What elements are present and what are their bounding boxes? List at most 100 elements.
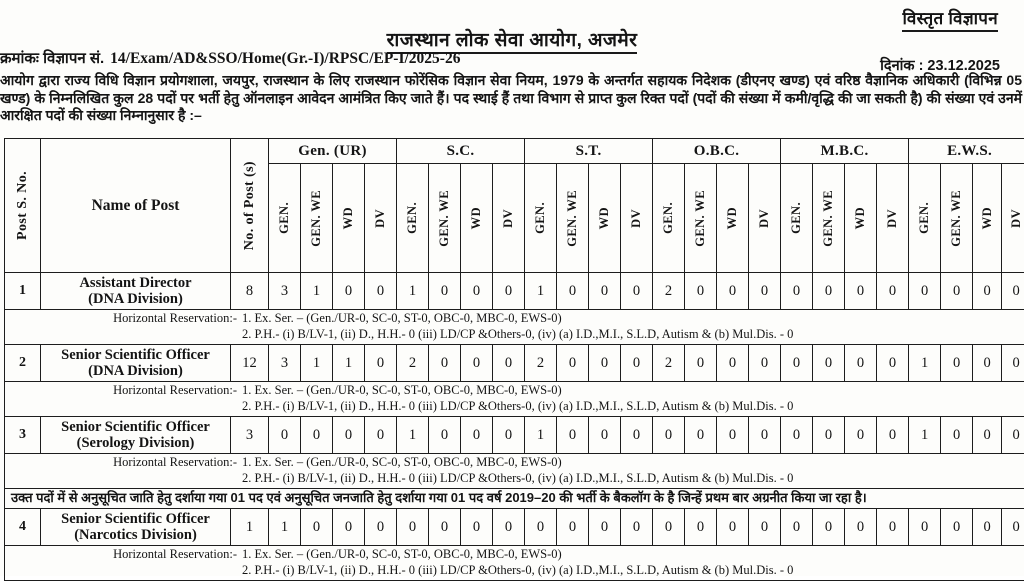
- subheader-mbc-wd: WD: [845, 164, 877, 273]
- cell-obc-wd: 0: [717, 417, 749, 454]
- cell-sc-dv: 0: [493, 417, 525, 454]
- subheader-sc-dv: DV: [493, 164, 525, 273]
- row-total-posts: 12: [231, 345, 269, 382]
- cell-ews-wd: 0: [973, 509, 1002, 546]
- cell-sc-dv: 0: [493, 273, 525, 310]
- subheader-obc-dv: DV: [749, 164, 781, 273]
- header-group-st: S.T.: [525, 139, 653, 164]
- row-sno: 4: [5, 509, 41, 546]
- row-post-name: Senior Scientific Officer (DNA Division): [41, 345, 231, 382]
- post-name-line2: (DNA Division): [41, 363, 230, 379]
- cell-st-gen: 0: [525, 509, 557, 546]
- subheader-ews-gen: GEN.: [909, 164, 941, 273]
- horizontal-reservation-cell: Horizontal Reservation:-1. Ex. Ser. – (G…: [5, 382, 1024, 417]
- cell-gen-ur-genwe: 1: [301, 273, 333, 310]
- cell-sc-wd: 0: [461, 273, 493, 310]
- vacancy-table: Post S. No. Name of Post No. of Post (s)…: [4, 138, 1024, 581]
- cell-gen-ur-wd: 0: [333, 417, 365, 454]
- cell-st-dv: 0: [621, 417, 653, 454]
- cell-gen-ur-genwe: 1: [301, 345, 333, 382]
- cell-obc-gen: 2: [653, 273, 685, 310]
- cell-ews-genwe: 0: [941, 509, 973, 546]
- cell-obc-genwe: 0: [685, 345, 717, 382]
- row-total-posts: 1: [231, 509, 269, 546]
- cell-obc-genwe: 0: [685, 417, 717, 454]
- subheader-sc-genwe: GEN. WE: [429, 164, 461, 273]
- cell-ews-gen: 1: [909, 345, 941, 382]
- horizontal-reservation-row: Horizontal Reservation:-1. Ex. Ser. – (G…: [5, 454, 1024, 489]
- horizontal-reservation-row: Horizontal Reservation:-1. Ex. Ser. – (G…: [5, 382, 1024, 417]
- header-no-of-posts: No. of Post (s): [231, 139, 269, 273]
- cell-obc-wd: 0: [717, 509, 749, 546]
- post-name-line1: Senior Scientific Officer: [41, 511, 230, 527]
- cell-gen-ur-dv: 0: [365, 273, 397, 310]
- cell-mbc-dv: 0: [877, 417, 909, 454]
- post-name-line2: (Narcotics Division): [41, 527, 230, 543]
- subheader-st-genwe: GEN. WE: [557, 164, 589, 273]
- cell-mbc-dv: 0: [877, 273, 909, 310]
- subheader-gen-ur-wd: WD: [333, 164, 365, 273]
- cell-sc-genwe: 0: [429, 273, 461, 310]
- cell-ews-gen: 1: [909, 417, 941, 454]
- post-name-line2: (DNA Division): [41, 291, 230, 307]
- subheader-obc-wd: WD: [717, 164, 749, 273]
- table-row: 4 Senior Scientific Officer (Narcotics D…: [5, 509, 1024, 546]
- cell-st-dv: 0: [621, 509, 653, 546]
- cell-obc-genwe: 0: [685, 273, 717, 310]
- table-row: 1 Assistant Director (DNA Division) 8 3 …: [5, 273, 1024, 310]
- subheader-gen-ur-genwe: GEN. WE: [301, 164, 333, 273]
- cell-ews-dv: 0: [1002, 417, 1024, 454]
- cell-st-genwe: 0: [557, 417, 589, 454]
- subheader-st-gen: GEN.: [525, 164, 557, 273]
- cell-mbc-dv: 0: [877, 509, 909, 546]
- hr-label: Horizontal Reservation:-: [5, 310, 242, 326]
- cell-mbc-gen: 0: [781, 345, 813, 382]
- cell-sc-dv: 0: [493, 345, 525, 382]
- table-header-group-row: Post S. No. Name of Post No. of Post (s)…: [5, 139, 1024, 164]
- hr-label: Horizontal Reservation:-: [5, 454, 242, 470]
- cell-mbc-gen: 0: [781, 417, 813, 454]
- cell-mbc-genwe: 0: [813, 273, 845, 310]
- backlog-note-cell: उक्त पदों में से अनुसूचित जाति हेतु दर्श…: [5, 489, 1024, 509]
- cell-st-wd: 0: [589, 273, 621, 310]
- row-post-name: Assistant Director (DNA Division): [41, 273, 231, 310]
- cell-st-dv: 0: [621, 273, 653, 310]
- cell-gen-ur-genwe: 0: [301, 509, 333, 546]
- cell-ews-gen: 0: [909, 273, 941, 310]
- cell-mbc-gen: 0: [781, 509, 813, 546]
- cell-gen-ur-gen: 3: [269, 273, 301, 310]
- hr-line-1: 1. Ex. Ser. – (Gen./UR-0, SC-0, ST-0, OB…: [242, 311, 562, 325]
- row-post-name: Senior Scientific Officer (Serology Divi…: [41, 417, 231, 454]
- backlog-note-row: उक्त पदों में से अनुसूचित जाति हेतु दर्श…: [5, 489, 1024, 509]
- cell-gen-ur-gen: 1: [269, 509, 301, 546]
- cell-obc-wd: 0: [717, 345, 749, 382]
- cell-ews-wd: 0: [973, 345, 1002, 382]
- cell-sc-genwe: 0: [429, 509, 461, 546]
- cell-obc-dv: 0: [749, 417, 781, 454]
- cell-sc-genwe: 0: [429, 417, 461, 454]
- row-sno: 1: [5, 273, 41, 310]
- advertisement-label: क्रमांकः विज्ञापन सं.: [0, 50, 104, 67]
- subheader-sc-gen: GEN.: [397, 164, 429, 273]
- cell-ews-gen: 0: [909, 509, 941, 546]
- cell-gen-ur-dv: 0: [365, 345, 397, 382]
- header-group-gen-ur: Gen. (UR): [269, 139, 397, 164]
- cell-st-wd: 0: [589, 345, 621, 382]
- cell-mbc-genwe: 0: [813, 509, 845, 546]
- cell-ews-dv: 0: [1002, 273, 1024, 310]
- table-row: 3 Senior Scientific Officer (Serology Di…: [5, 417, 1024, 454]
- cell-gen-ur-gen: 0: [269, 417, 301, 454]
- cell-gen-ur-dv: 0: [365, 509, 397, 546]
- row-sno: 2: [5, 345, 41, 382]
- post-name-line1: Senior Scientific Officer: [41, 419, 230, 435]
- cell-gen-ur-gen: 3: [269, 345, 301, 382]
- hr-label: Horizontal Reservation:-: [5, 546, 242, 562]
- subheader-ews-dv: DV: [1002, 164, 1024, 273]
- header-group-mbc: M.B.C.: [781, 139, 909, 164]
- cell-obc-gen: 0: [653, 417, 685, 454]
- cell-sc-gen: 0: [397, 509, 429, 546]
- cell-sc-wd: 0: [461, 345, 493, 382]
- cell-mbc-wd: 0: [845, 345, 877, 382]
- cell-gen-ur-dv: 0: [365, 417, 397, 454]
